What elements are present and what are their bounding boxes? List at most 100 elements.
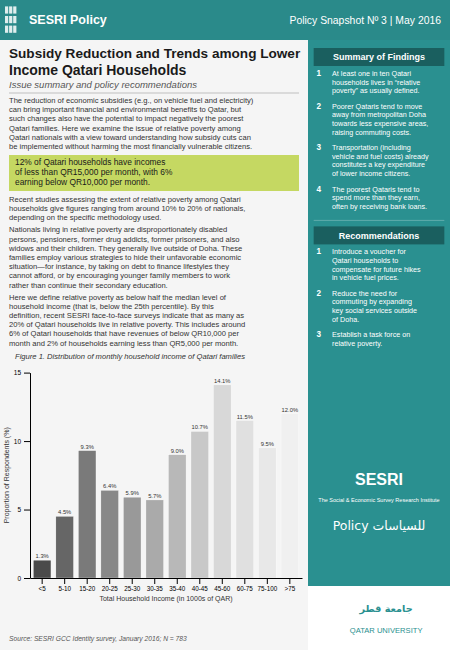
bar — [281, 414, 299, 578]
body-text-line: households give figures ranging from aro… — [9, 204, 245, 213]
bar — [123, 497, 141, 578]
body-text: Nationals living in relative poverty are… — [8, 225, 242, 289]
body-text-line: 6% of Qatari households that have revenu… — [9, 329, 240, 338]
header-icon — [5, 16, 8, 23]
bar — [168, 455, 186, 578]
body-text-line: persons, pensioners, former drug addicts… — [9, 235, 239, 244]
y-tick-label: 0 — [17, 575, 21, 582]
x-tick: 45-60 — [214, 578, 231, 592]
right-panel — [308, 40, 450, 650]
data-label: 11.5% — [237, 414, 253, 420]
list-text-line: often by receiving bank loans. — [332, 202, 427, 211]
list-text: Establish a task force onrelative povert… — [332, 330, 410, 348]
x-tick: 30-35 — [147, 578, 164, 592]
x-tick-label: 30-35 — [147, 585, 164, 592]
y-tick-mark — [24, 373, 30, 374]
body-text-line: be implemented without harming the most … — [9, 142, 252, 151]
body-text-line: The reduction of economic subsidies (e.g… — [9, 96, 254, 105]
body-text-line: 20% of Qatari households live in relativ… — [9, 320, 245, 329]
x-tick-mark — [154, 578, 155, 584]
bar — [191, 431, 209, 578]
body-text-line: household income (that is, below the 25t… — [9, 302, 214, 311]
data-label: 4.5% — [58, 509, 71, 515]
x-tick-label: 20-25 — [102, 585, 119, 592]
header-icon — [13, 26, 16, 33]
source-text: Source: SESRI GCC Identity survey, Janua… — [9, 635, 187, 643]
data-label: 9.3% — [81, 444, 94, 450]
list-number: 2 — [317, 102, 322, 111]
header-icon — [9, 6, 12, 13]
body-text-line: month and 2% of households earning less … — [9, 339, 238, 348]
x-axis-line — [31, 578, 303, 579]
list-number: 4 — [317, 185, 322, 194]
findings-title: Summary of Findings — [333, 52, 425, 62]
x-tick-mark — [132, 578, 133, 584]
x-tick: 35-40 — [169, 578, 186, 592]
y-tick-label: 10 — [14, 438, 22, 445]
highlight-text-line: earning below QR10,000 per month. — [15, 177, 150, 187]
y-tick-mark — [24, 441, 30, 442]
bar — [214, 385, 232, 578]
body-text-line: rather than continue their secondary edu… — [9, 281, 168, 290]
list-number: 3 — [317, 330, 322, 339]
header-bar — [0, 0, 450, 40]
x-tick-mark — [109, 578, 110, 584]
title: Income Qatari Households — [9, 62, 187, 78]
body-text-line: widows and their children. They generall… — [8, 244, 242, 253]
y-axis-title: Proportion of Respondents (%) — [3, 427, 11, 523]
x-tick-mark — [87, 578, 88, 584]
x-tick-mark — [289, 578, 290, 584]
data-label: 12.0% — [282, 407, 298, 413]
x-tick-label: <5 — [39, 585, 47, 592]
list-text-line: of Doha. — [332, 315, 359, 324]
list-text-line: relative poverty. — [332, 339, 382, 348]
highlight-text: 12% of Qatari households have incomesof … — [15, 157, 173, 187]
chart-title: Figure 1. Distribution of monthly househ… — [15, 352, 245, 361]
x-tick-label: 40-45 — [192, 585, 209, 592]
data-label: 6.4% — [103, 483, 116, 489]
y-tick: 10 — [14, 438, 30, 445]
university-name: QATAR UNIVERSITY — [350, 626, 423, 635]
bar — [259, 448, 277, 578]
x-tick-mark — [222, 578, 223, 584]
bar — [101, 490, 119, 578]
university-arabic: جامعة قطر — [359, 603, 413, 615]
list-text-line: raising commuting costs. — [332, 128, 411, 137]
data-label: 10.7% — [192, 424, 208, 430]
highlight-text-line: 12% of Qatari households have incomes — [15, 157, 165, 167]
header-icon — [9, 16, 12, 23]
y-tick-label: 15 — [14, 369, 22, 376]
x-axis-title: Total Household Income (in 1000s of QAR) — [99, 595, 232, 603]
x-tick-mark — [42, 578, 43, 584]
x-tick-mark — [244, 578, 245, 584]
x-tick: 40-45 — [192, 578, 209, 592]
bars — [33, 385, 298, 578]
header-icon — [13, 16, 16, 23]
list-number: 1 — [317, 69, 322, 78]
y-axis-line — [30, 373, 31, 578]
data-label: 9.0% — [171, 448, 184, 454]
body-text-line: depending on the specific methodology us… — [9, 213, 161, 222]
list-text: Transportation (includingvehicle and fue… — [332, 143, 429, 178]
body-text-line: such changes also have the potential to … — [9, 114, 244, 123]
body-text-line: Here we define relative poverty as below… — [9, 293, 227, 302]
list-number: 3 — [317, 143, 322, 152]
left-panel — [0, 40, 308, 650]
header-icon — [5, 26, 8, 33]
subtitle: Issue summary and policy recommendations — [9, 79, 197, 90]
recommendations-header-box — [314, 226, 445, 244]
y-tick: 5 — [17, 506, 30, 513]
header-text: SESRI Policy — [29, 13, 107, 27]
list-text: Introduce a voucher forQatari households… — [332, 247, 421, 282]
logo-text: SESRI — [355, 471, 403, 488]
body-text-line: definition, recent SESRI face-to-face su… — [9, 311, 244, 320]
list-text-line: poverty” as usually defined. — [332, 86, 420, 95]
header-icon — [13, 6, 16, 13]
bar — [33, 560, 51, 578]
title: Subsidy Reduction and Trends among Lower — [9, 46, 301, 61]
list-text: At least one in ten Qatarihouseholds liv… — [332, 69, 420, 95]
bar — [56, 516, 74, 578]
list-text: Reduce the need forcommuting by expandin… — [332, 289, 417, 324]
body-text-line: Qatari families. Here we examine the iss… — [9, 124, 241, 133]
y-tick: 0 — [17, 575, 30, 582]
